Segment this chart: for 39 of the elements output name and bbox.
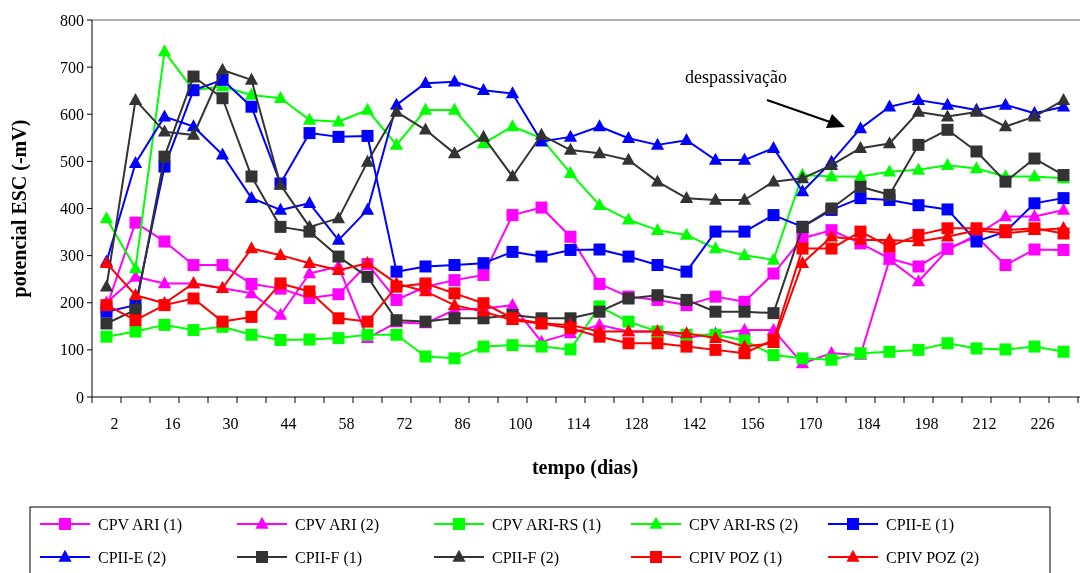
x-tick-label: 142	[682, 415, 707, 432]
x-tick-label: 58	[338, 415, 355, 432]
legend-label: CPII-F (2)	[492, 548, 560, 567]
x-tick-label: 72	[396, 415, 413, 432]
x-tick-label: 16	[164, 415, 181, 432]
legend-label: CPII-E (1)	[886, 515, 954, 534]
x-axis-title: tempo (dias)	[531, 456, 639, 479]
y-tick-label: 300	[60, 247, 84, 265]
x-tick-label: 30	[222, 415, 239, 432]
x-tick-label: 2	[110, 415, 119, 432]
x-tick-label: 170	[798, 415, 823, 432]
x-tick-label: 184	[856, 415, 881, 432]
legend-label: CPV ARI-RS (2)	[689, 515, 799, 534]
y-tick-label: 800	[60, 11, 84, 29]
legend-label: CPIV POZ (2)	[886, 548, 980, 567]
y-tick-label: 400	[60, 200, 84, 218]
legend-label: CPV ARI (2)	[295, 515, 380, 534]
x-tick-label: 86	[454, 415, 471, 432]
x-tick-label: 156	[740, 415, 765, 432]
y-tick-label: 0	[76, 388, 84, 406]
y-tick-label: 500	[60, 152, 84, 170]
y-tick-label: 600	[60, 105, 84, 123]
legend-label: CPII-F (1)	[295, 548, 363, 567]
legend-label: CPV ARI (1)	[98, 515, 183, 534]
x-tick-label: 100	[508, 415, 533, 432]
legend-label: CPV ARI-RS (1)	[492, 515, 602, 534]
x-tick-label: 198	[914, 415, 939, 432]
x-tick-label: 44	[280, 415, 297, 432]
y-tick-label: 100	[60, 341, 84, 359]
annotation: despassivação	[685, 67, 787, 87]
x-tick-label: 128	[624, 415, 649, 432]
x-tick-label: 114	[566, 415, 591, 432]
y-tick-label: 200	[60, 294, 84, 312]
legend-label: CPII-E (2)	[98, 548, 166, 567]
legend-label: CPIV POZ (1)	[689, 548, 783, 567]
y-axis-title: potencial ESC (-mV)	[8, 119, 31, 298]
y-tick-label: 700	[60, 58, 84, 76]
x-tick-label: 226	[1030, 415, 1055, 432]
x-tick-label: 212	[972, 415, 997, 432]
